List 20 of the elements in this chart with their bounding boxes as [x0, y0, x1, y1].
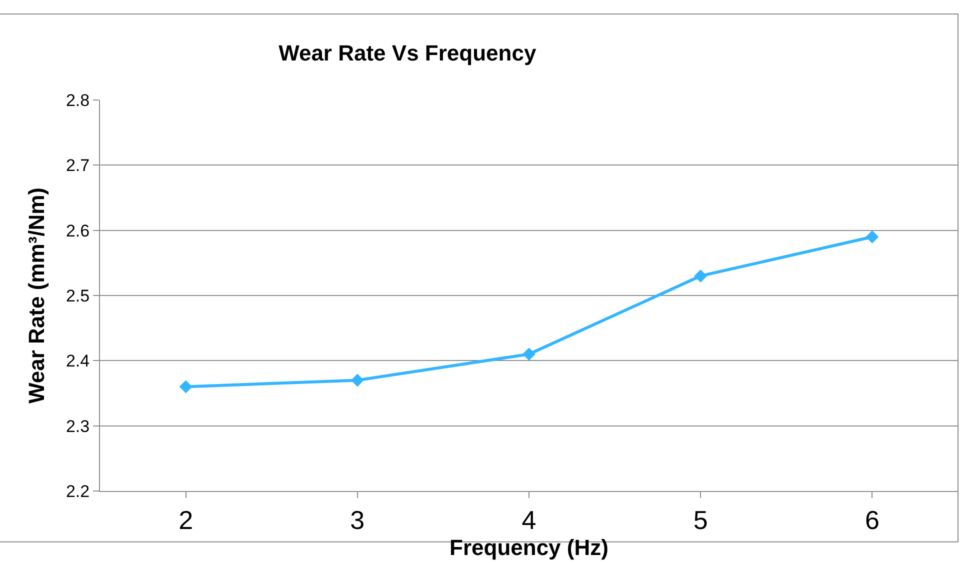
point [350, 374, 364, 387]
y-tick-label: 2.5 [66, 286, 90, 306]
x-axis-title: Frequency (Hz) [450, 535, 608, 560]
y-axis-title: Wear Rate (mm³/Nm) [24, 188, 49, 404]
y-tick-label: 2.2 [66, 482, 90, 501]
x-tick-label: 6 [864, 505, 880, 536]
y-tick-label: 2.3 [66, 416, 90, 436]
y-tick-label: 2.8 [66, 90, 90, 110]
point [179, 380, 192, 394]
point [522, 348, 536, 361]
point [694, 269, 708, 282]
x-tick-label: 5 [693, 505, 708, 536]
y-tick-label: 2.4 [66, 352, 90, 371]
x-tick-label: 3 [350, 505, 365, 536]
x-tick-label: 2 [178, 505, 194, 536]
point [866, 230, 879, 244]
x-tick-label: 4 [522, 505, 536, 536]
y-tick-label: 2.7 [66, 156, 90, 176]
chart-title: Wear Rate Vs Frequency [278, 40, 537, 66]
y-tick-label: 2.6 [66, 221, 90, 240]
